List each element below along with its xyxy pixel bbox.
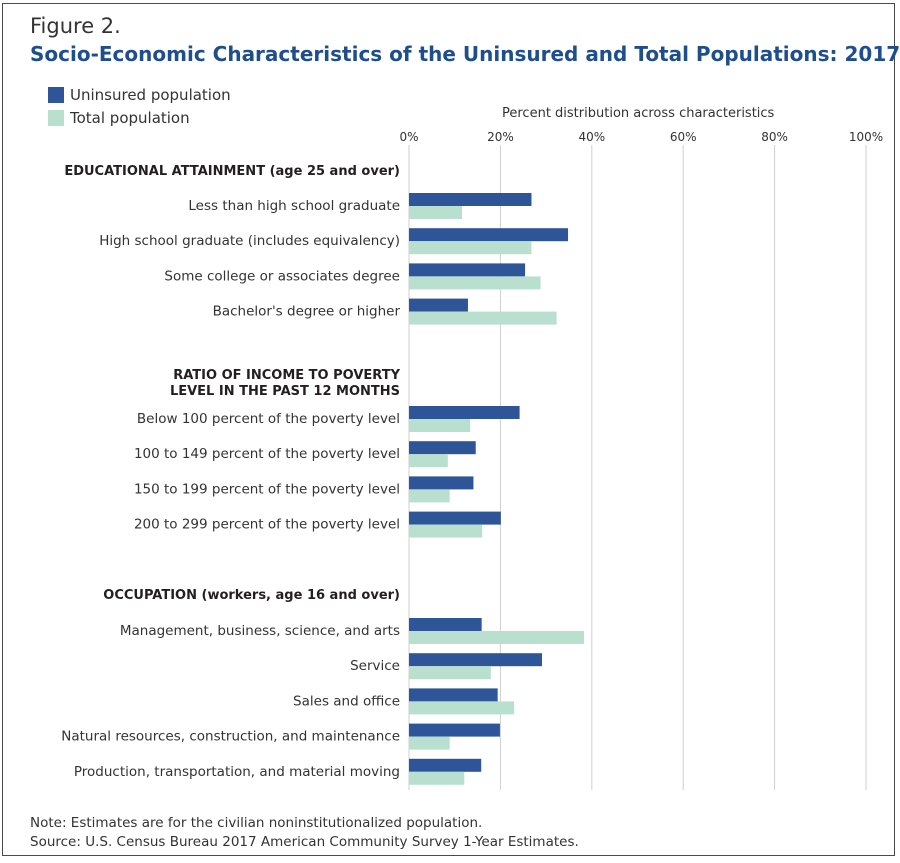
bar-total xyxy=(409,311,557,325)
bar-total xyxy=(409,631,585,644)
legend-swatch-total xyxy=(48,110,64,126)
bar-uninsured xyxy=(409,263,526,277)
bar-total xyxy=(409,771,465,785)
bar-total xyxy=(409,241,532,255)
legend-label-uninsured: Uninsured population xyxy=(70,86,231,104)
bar-total xyxy=(409,524,483,538)
category-label: Natural resources, construction, and mai… xyxy=(61,729,400,745)
bar-total xyxy=(409,276,541,290)
bar-uninsured xyxy=(409,653,542,667)
category-label: 200 to 299 percent of the poverty level xyxy=(134,517,400,533)
x-tick-label: 40% xyxy=(578,130,605,144)
group-heading: OCCUPATION (workers, age 16 and over) xyxy=(103,588,400,603)
figure-frame xyxy=(2,3,895,856)
x-tick-label: 100% xyxy=(849,130,883,144)
category-label: Sales and office xyxy=(293,693,400,709)
source-text: Source: U.S. Census Bureau 2017 American… xyxy=(30,834,579,850)
x-tick-label: 60% xyxy=(670,130,697,144)
bar-total xyxy=(409,419,471,432)
bar-uninsured xyxy=(409,618,482,631)
bar-uninsured xyxy=(409,688,498,702)
bar-total xyxy=(409,701,515,715)
bar-uninsured xyxy=(409,441,476,455)
bar-uninsured xyxy=(409,511,501,525)
bar-total xyxy=(409,489,450,503)
category-label: Service xyxy=(350,658,400,674)
bar-total xyxy=(409,206,463,219)
x-tick-label: 20% xyxy=(487,130,514,144)
figure-label: Figure 2. xyxy=(30,14,121,38)
bar-total xyxy=(409,666,491,680)
x-axis-title: Percent distribution across characterist… xyxy=(502,106,775,121)
category-label: High school graduate (includes equivalen… xyxy=(99,233,400,249)
note-text: Note: Estimates are for the civilian non… xyxy=(30,815,483,831)
category-label: Production, transportation, and material… xyxy=(74,764,400,780)
bar-uninsured xyxy=(409,298,468,312)
legend-swatch-uninsured xyxy=(48,87,64,103)
bar-total xyxy=(409,736,450,750)
category-label: Below 100 percent of the poverty level xyxy=(137,411,400,427)
group-heading: EDUCATIONAL ATTAINMENT (age 25 and over) xyxy=(64,164,400,179)
category-label: Bachelor's degree or higher xyxy=(213,304,401,320)
group-heading: RATIO OF INCOME TO POVERTY xyxy=(173,368,400,383)
bar-total xyxy=(409,454,448,468)
category-label: Management, business, science, and arts xyxy=(120,623,400,639)
bar-uninsured xyxy=(409,723,500,737)
bar-uninsured xyxy=(409,758,482,772)
category-label: Less than high school graduate xyxy=(188,198,400,214)
category-label: 150 to 199 percent of the poverty level xyxy=(134,481,400,497)
bar-uninsured xyxy=(409,193,532,206)
bar-uninsured xyxy=(409,476,474,490)
x-tick-label: 0% xyxy=(399,130,418,144)
group-heading: LEVEL IN THE PAST 12 MONTHS xyxy=(170,384,400,399)
bar-uninsured xyxy=(409,406,520,419)
legend-label-total: Total population xyxy=(70,109,190,127)
category-label: 100 to 149 percent of the poverty level xyxy=(134,446,400,462)
category-label: Some college or associates degree xyxy=(164,268,400,284)
chart-title: Socio-Economic Characteristics of the Un… xyxy=(30,42,900,66)
legend-item-total: Total population xyxy=(48,109,190,127)
bar-uninsured xyxy=(409,228,569,242)
x-tick-label: 80% xyxy=(761,130,788,144)
legend-item-uninsured: Uninsured population xyxy=(48,86,231,104)
